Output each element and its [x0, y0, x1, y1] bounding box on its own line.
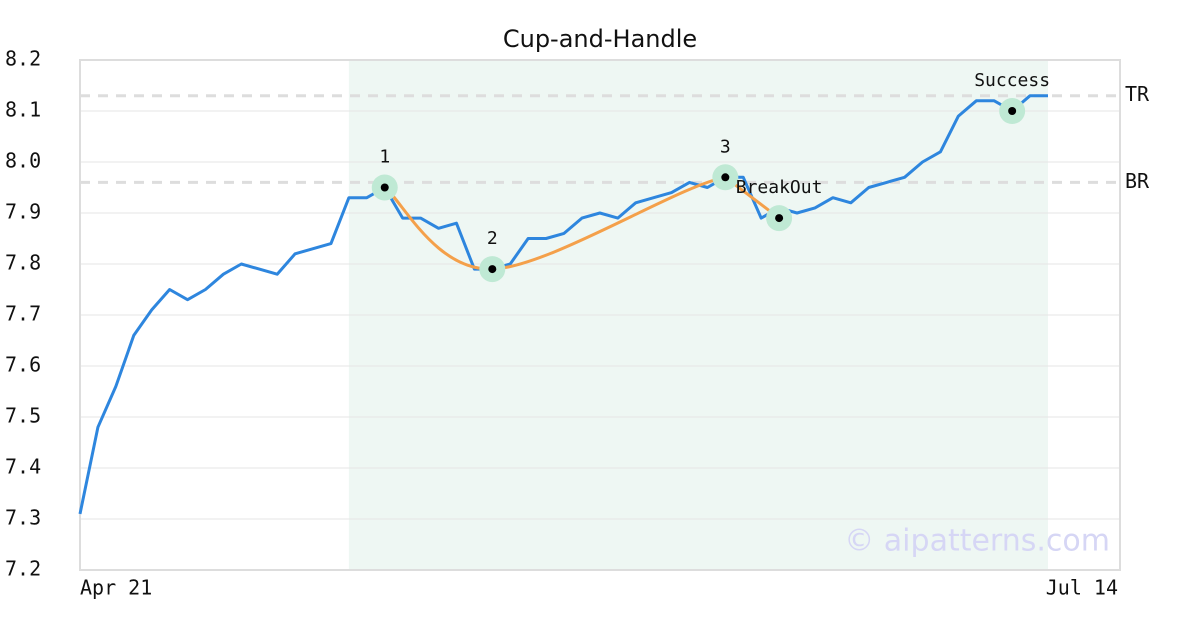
y-tick-label: 7.3	[5, 506, 41, 530]
pattern-curve	[383, 175, 781, 271]
y-tick-label: 7.8	[5, 251, 41, 275]
pattern-label: 3	[720, 136, 731, 157]
x-tick-label: Jul 14	[1046, 576, 1118, 600]
y-tick-label: 7.2	[5, 557, 41, 581]
pattern-point	[488, 265, 497, 274]
pattern-point	[775, 214, 784, 223]
pattern-label: BreakOut	[736, 177, 823, 198]
y-tick-label: 7.5	[5, 404, 41, 428]
pattern-label: Success	[974, 70, 1050, 91]
pattern-point	[721, 173, 730, 182]
y-tick-label: 8.1	[5, 98, 41, 122]
watermark: © aipatterns.com	[844, 524, 1110, 559]
y-tick-label: 7.6	[5, 353, 41, 377]
y-tick-label: 7.9	[5, 200, 41, 224]
chart-title: Cup-and-Handle	[503, 25, 697, 53]
y-tick-label: 8.2	[5, 47, 41, 71]
pattern-point	[380, 183, 389, 192]
price-line	[78, 94, 1048, 515]
level-label: BR	[1125, 169, 1150, 193]
plot-border	[79, 59, 1121, 571]
pattern-label: 1	[379, 147, 390, 168]
pattern-point	[1008, 107, 1017, 115]
y-tick-label: 8.0	[5, 149, 41, 173]
y-tick-label: 7.7	[5, 302, 41, 326]
x-tick-label: Apr 21	[80, 576, 152, 600]
level-label: TR	[1125, 82, 1150, 106]
y-tick-label: 7.4	[5, 455, 41, 479]
pattern-label: 2	[487, 228, 498, 249]
